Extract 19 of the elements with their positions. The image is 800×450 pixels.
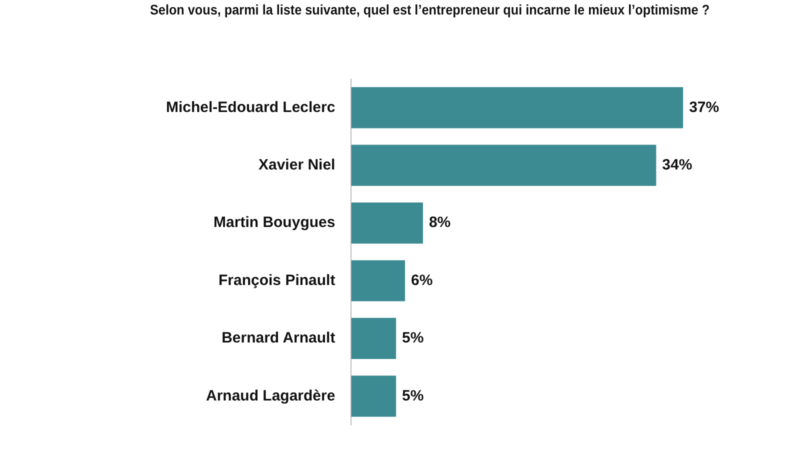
chart-title: Selon vous, parmi la liste suivante, quel est l’entrepreneur qui incarne le mieux l’optimisme ? (150, 2, 710, 18)
y-tick-label: Bernard Arnault (222, 330, 336, 347)
data-label: 6% (411, 272, 433, 289)
y-tick-label: Arnaud Lagardère (206, 387, 336, 404)
bar (351, 87, 684, 128)
data-label: 5% (402, 387, 424, 404)
bar (351, 144, 656, 186)
data-label: 5% (402, 330, 424, 347)
y-tick-label: Martin Bouygues (214, 214, 336, 232)
bar (351, 318, 396, 360)
y-tick-label: François Pinault (218, 272, 336, 289)
y-tick-label: Michel-Edouard Leclerc (166, 98, 336, 116)
data-label: 8% (428, 214, 451, 232)
y-tick-label: Xavier Niel (258, 156, 336, 174)
bar (351, 202, 423, 244)
data-label: 37% (689, 98, 720, 116)
data-label: 34% (662, 156, 692, 174)
bar (351, 376, 396, 417)
bar (351, 260, 406, 302)
